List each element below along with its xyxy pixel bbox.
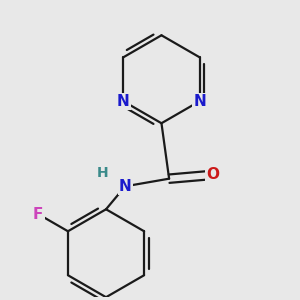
Text: N: N [117,94,130,109]
Text: H: H [96,166,108,180]
Text: N: N [119,179,131,194]
Text: F: F [33,207,43,222]
Text: N: N [193,94,206,109]
Text: O: O [207,167,220,182]
